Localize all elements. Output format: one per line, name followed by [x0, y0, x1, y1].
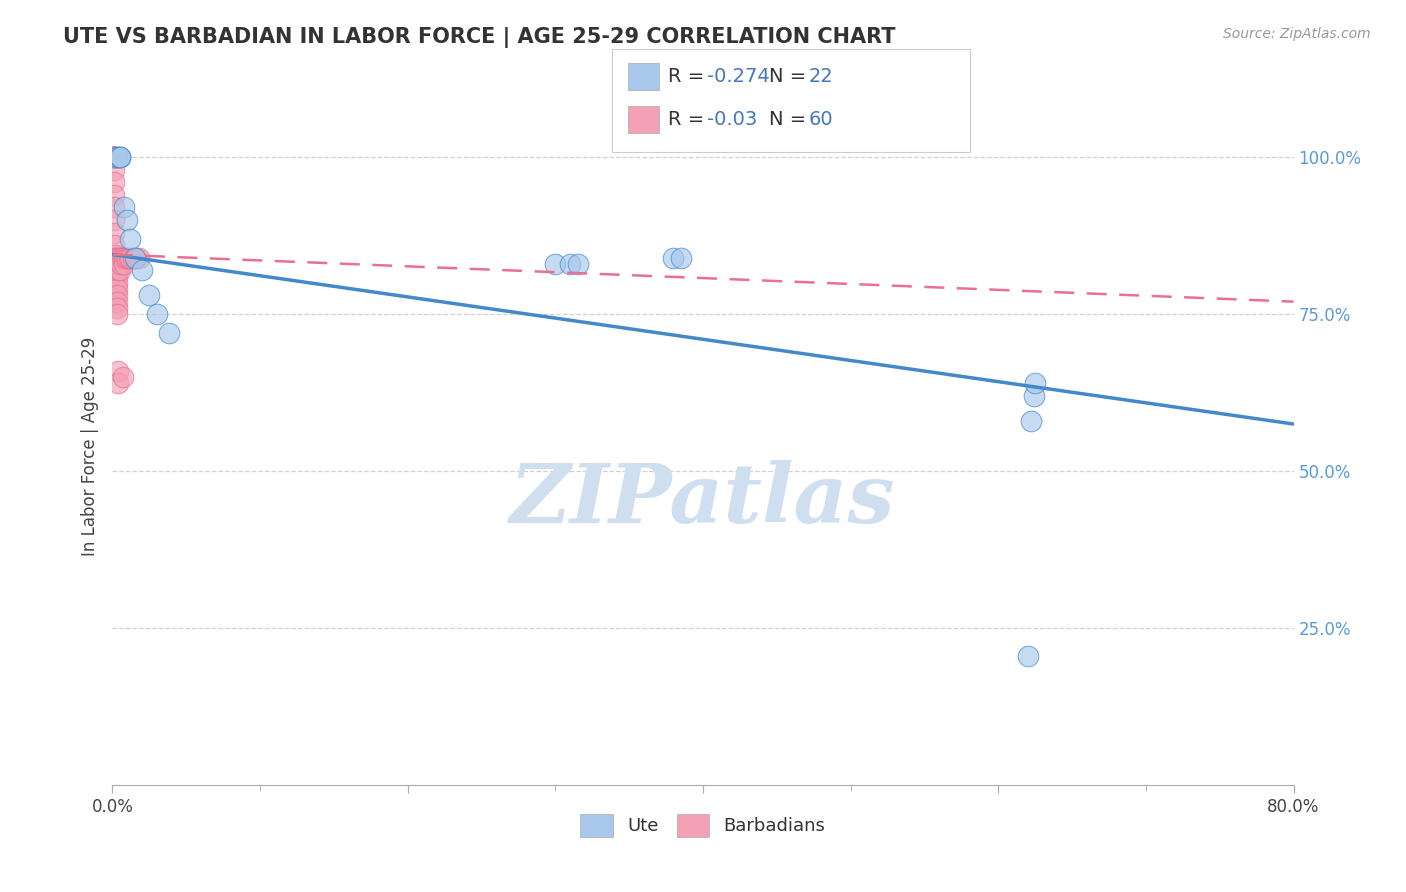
Text: Source: ZipAtlas.com: Source: ZipAtlas.com: [1223, 27, 1371, 41]
Point: [105, 150, 128, 164]
Point: [146, 307, 169, 321]
Point: [1024, 376, 1046, 391]
Point: [124, 251, 146, 265]
Point: [112, 251, 135, 265]
Point: [108, 150, 131, 164]
Point: [105, 288, 128, 302]
Point: [117, 251, 138, 265]
Point: [103, 150, 125, 164]
Point: [103, 188, 125, 202]
Point: [104, 288, 127, 302]
Point: [108, 150, 131, 164]
Point: [103, 150, 125, 164]
Point: [104, 269, 127, 284]
Point: [131, 263, 153, 277]
Point: [104, 263, 127, 277]
Point: [104, 276, 127, 290]
Point: [103, 201, 125, 215]
Point: [103, 238, 125, 252]
Point: [105, 276, 128, 290]
Point: [103, 213, 125, 227]
Point: [107, 376, 129, 391]
Point: [117, 213, 138, 227]
Y-axis label: In Labor Force | Age 25-29: In Labor Force | Age 25-29: [80, 336, 98, 556]
Point: [662, 251, 685, 265]
Point: [104, 251, 127, 265]
Point: [103, 226, 125, 240]
Point: [107, 263, 129, 277]
Point: [103, 150, 125, 164]
Point: [108, 263, 131, 277]
Text: ZIPatlas: ZIPatlas: [510, 460, 896, 541]
Point: [107, 364, 129, 378]
Point: [105, 251, 128, 265]
Text: N =: N =: [769, 110, 813, 129]
Point: [108, 150, 131, 164]
Text: -0.274: -0.274: [707, 67, 770, 87]
Point: [112, 257, 135, 271]
Point: [103, 150, 125, 164]
Point: [105, 307, 128, 321]
Point: [128, 251, 150, 265]
Point: [1017, 649, 1039, 664]
Text: R =: R =: [668, 67, 710, 87]
Text: N =: N =: [769, 67, 813, 87]
Point: [118, 251, 141, 265]
Point: [103, 150, 125, 164]
Point: [103, 150, 125, 164]
Point: [567, 257, 589, 271]
Point: [103, 150, 125, 164]
Point: [104, 247, 127, 261]
Point: [105, 150, 128, 164]
Point: [103, 263, 125, 277]
Text: UTE VS BARBADIAN IN LABOR FORCE | AGE 25-29 CORRELATION CHART: UTE VS BARBADIAN IN LABOR FORCE | AGE 25…: [63, 27, 896, 48]
Point: [544, 257, 567, 271]
Point: [669, 251, 692, 265]
Point: [104, 294, 127, 309]
Point: [111, 370, 134, 384]
Point: [105, 301, 128, 315]
Point: [103, 150, 125, 164]
Point: [114, 251, 136, 265]
Point: [103, 150, 125, 164]
Point: [105, 257, 128, 271]
Point: [157, 326, 180, 340]
Point: [558, 257, 582, 271]
Text: 60: 60: [808, 110, 834, 129]
Legend: Ute, Barbadians: Ute, Barbadians: [574, 807, 832, 844]
Point: [108, 251, 131, 265]
Point: [112, 201, 135, 215]
Point: [107, 257, 129, 271]
Point: [111, 251, 134, 265]
Point: [105, 263, 128, 277]
Point: [110, 257, 132, 271]
Point: [108, 257, 131, 271]
Point: [104, 282, 127, 296]
Point: [103, 175, 125, 189]
Point: [103, 150, 125, 164]
Point: [103, 251, 125, 265]
Text: 22: 22: [808, 67, 834, 87]
Point: [103, 150, 125, 164]
Point: [120, 232, 142, 246]
Text: R =: R =: [668, 110, 710, 129]
Point: [107, 251, 129, 265]
Text: -0.03: -0.03: [707, 110, 758, 129]
Point: [1022, 389, 1045, 403]
Point: [105, 269, 128, 284]
Point: [125, 251, 148, 265]
Point: [1019, 414, 1042, 428]
Point: [138, 288, 160, 302]
Point: [103, 162, 125, 177]
Point: [105, 282, 128, 296]
Point: [105, 294, 128, 309]
Point: [120, 251, 142, 265]
Point: [110, 251, 132, 265]
Point: [122, 251, 145, 265]
Point: [104, 257, 127, 271]
